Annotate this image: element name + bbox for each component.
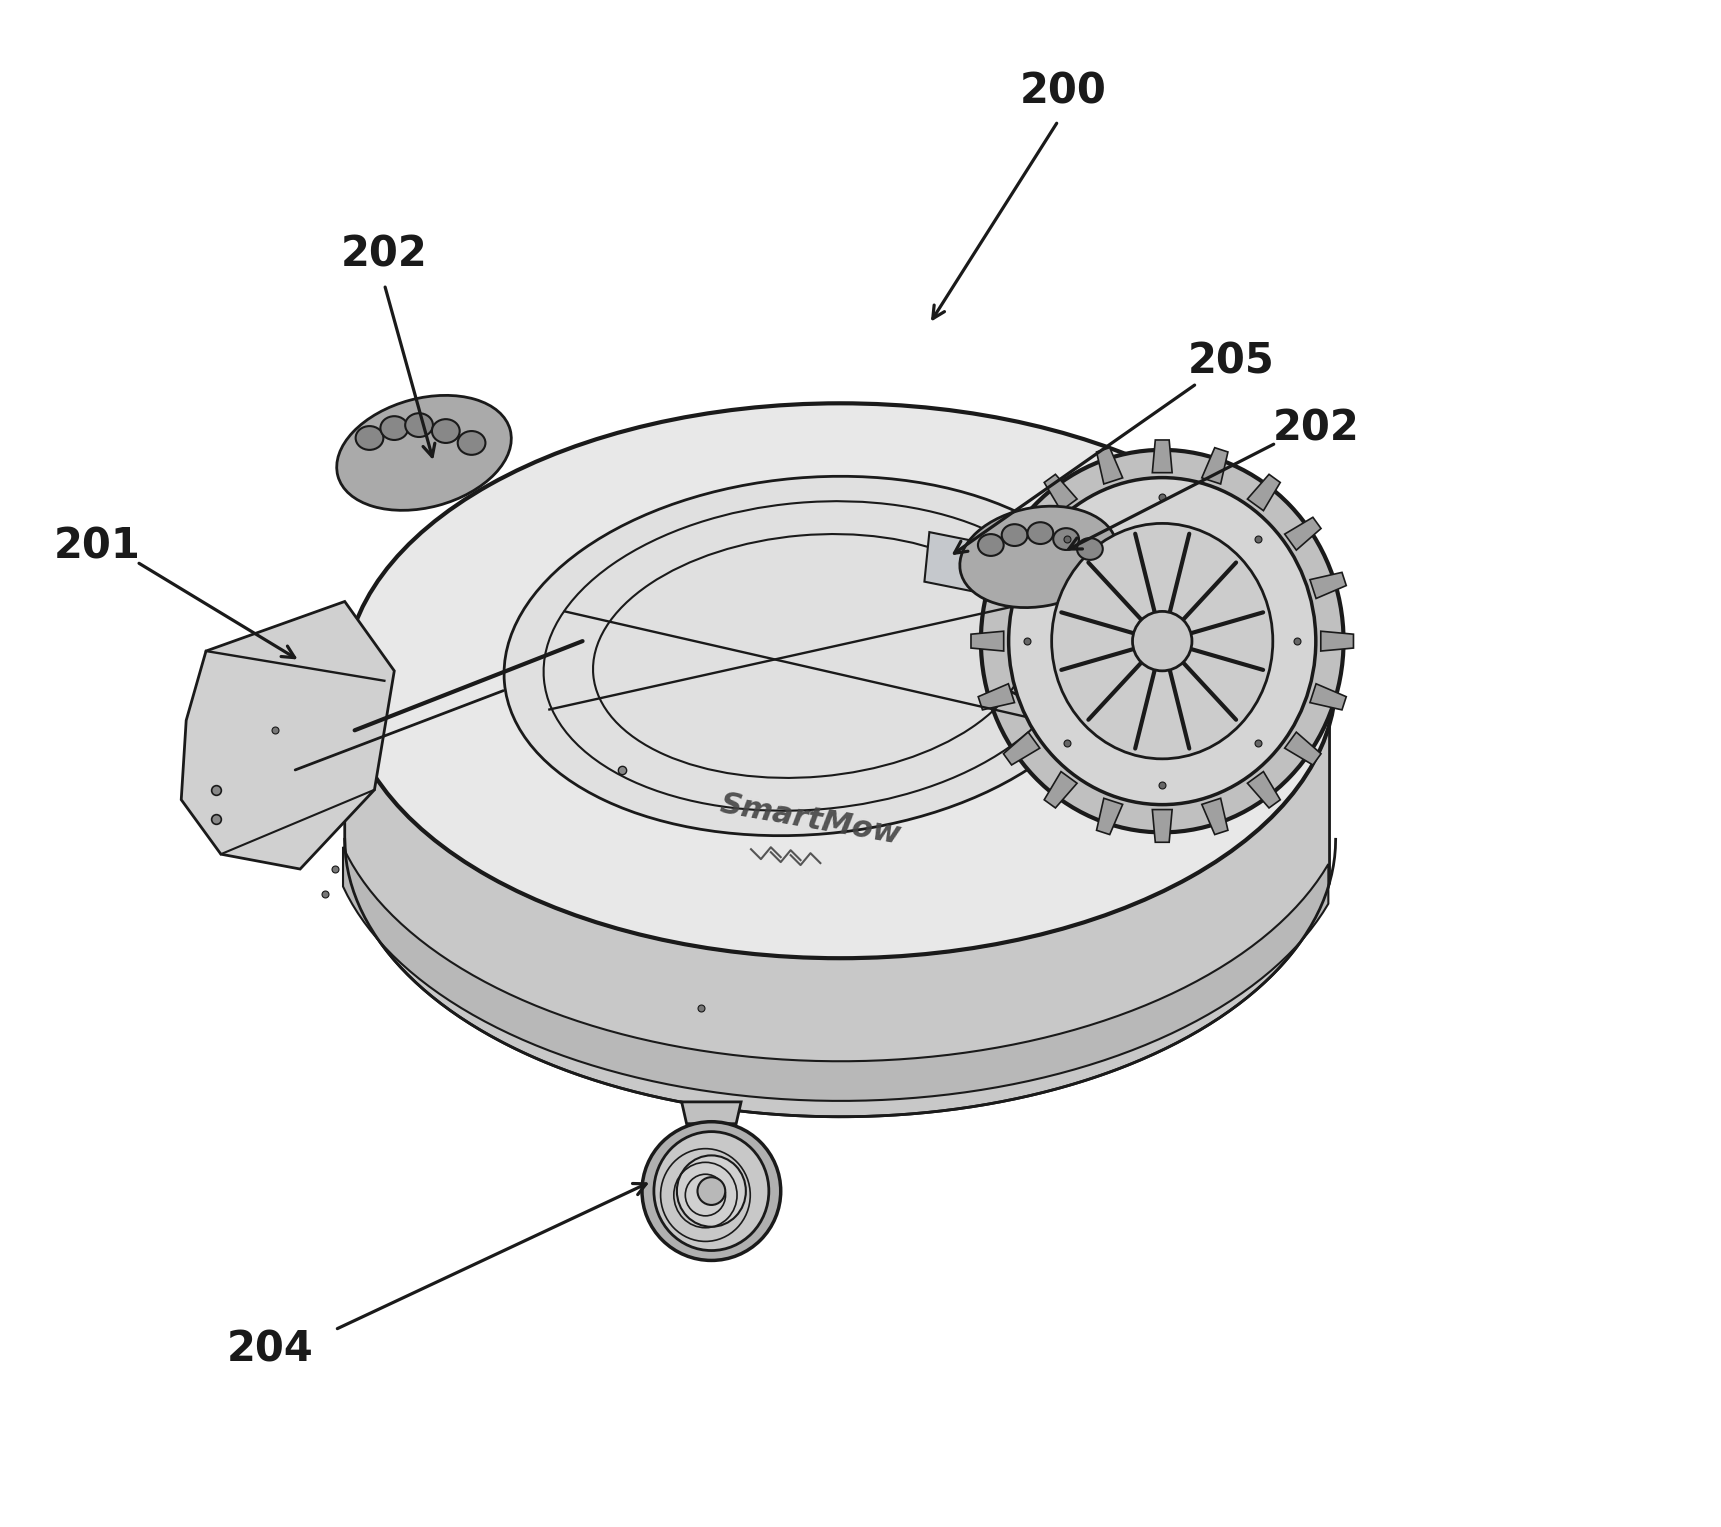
- Polygon shape: [978, 684, 1014, 710]
- Polygon shape: [1284, 731, 1322, 765]
- Polygon shape: [1096, 447, 1122, 484]
- Text: 201: 201: [53, 525, 141, 568]
- Polygon shape: [1201, 799, 1227, 835]
- Ellipse shape: [337, 395, 511, 510]
- Ellipse shape: [1053, 528, 1079, 550]
- Polygon shape: [1248, 771, 1280, 808]
- Ellipse shape: [432, 418, 460, 443]
- Ellipse shape: [1077, 538, 1103, 560]
- Polygon shape: [1003, 518, 1039, 550]
- Polygon shape: [1201, 447, 1227, 484]
- Polygon shape: [924, 531, 979, 591]
- Ellipse shape: [1132, 611, 1193, 670]
- Text: 202: 202: [341, 234, 429, 276]
- Ellipse shape: [960, 505, 1117, 608]
- Ellipse shape: [404, 414, 434, 437]
- Ellipse shape: [642, 1122, 781, 1260]
- Text: SmartMow: SmartMow: [718, 789, 904, 849]
- Polygon shape: [1045, 475, 1077, 510]
- Ellipse shape: [654, 1132, 769, 1251]
- Polygon shape: [1003, 731, 1039, 765]
- Polygon shape: [1284, 518, 1322, 550]
- Polygon shape: [344, 681, 1330, 1116]
- Ellipse shape: [380, 417, 408, 440]
- Polygon shape: [978, 573, 1014, 599]
- Ellipse shape: [981, 450, 1344, 832]
- Polygon shape: [1310, 684, 1346, 710]
- Text: 205: 205: [1187, 341, 1275, 383]
- Text: 202: 202: [1272, 408, 1360, 449]
- Polygon shape: [1248, 475, 1280, 510]
- Polygon shape: [682, 1102, 742, 1124]
- Polygon shape: [1096, 799, 1122, 835]
- Ellipse shape: [1002, 524, 1027, 547]
- Ellipse shape: [504, 476, 1117, 835]
- Polygon shape: [1310, 573, 1346, 599]
- Ellipse shape: [1027, 522, 1053, 544]
- Polygon shape: [971, 631, 1003, 651]
- Ellipse shape: [458, 431, 485, 455]
- Ellipse shape: [1052, 524, 1274, 759]
- Polygon shape: [1153, 809, 1172, 843]
- Polygon shape: [1045, 771, 1077, 808]
- Ellipse shape: [676, 1156, 745, 1226]
- Ellipse shape: [344, 403, 1335, 959]
- Polygon shape: [1153, 440, 1172, 473]
- Text: 204: 204: [227, 1328, 313, 1371]
- Polygon shape: [342, 847, 1329, 1101]
- Polygon shape: [1320, 631, 1353, 651]
- Text: 200: 200: [1021, 70, 1107, 111]
- Ellipse shape: [978, 534, 1003, 556]
- Polygon shape: [181, 602, 394, 869]
- Ellipse shape: [697, 1177, 725, 1205]
- Ellipse shape: [356, 426, 384, 450]
- Ellipse shape: [1009, 478, 1317, 805]
